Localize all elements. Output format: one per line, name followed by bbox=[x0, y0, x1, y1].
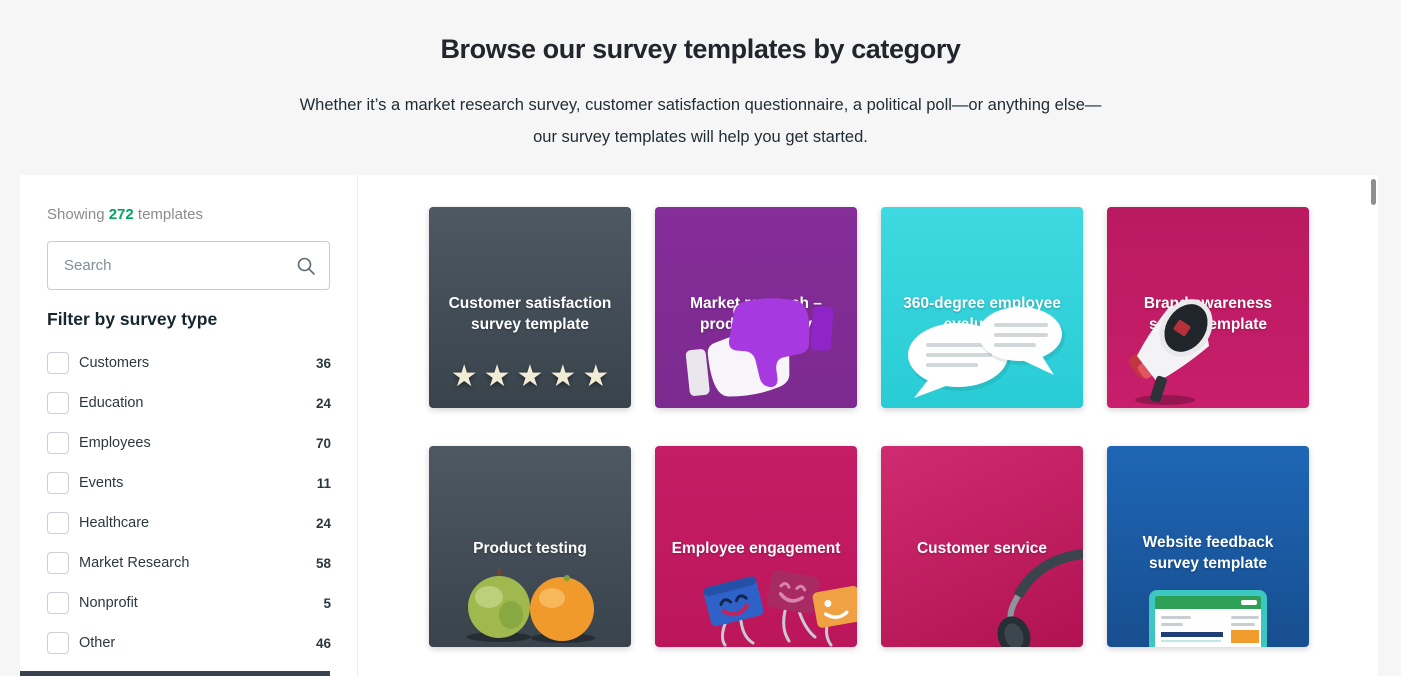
apple-and-orange-icon bbox=[467, 569, 595, 643]
filter-label: Customers bbox=[79, 355, 150, 371]
thumbs-up-down-icon bbox=[685, 298, 834, 397]
checkbox-customers[interactable] bbox=[47, 352, 69, 374]
filter-count: 70 bbox=[315, 435, 331, 451]
binder-clips-icon bbox=[703, 569, 857, 647]
checkbox-market-research[interactable] bbox=[47, 552, 69, 574]
filter-sidebar: Showing 272 templates Filter by survey t… bbox=[20, 175, 358, 676]
card-title: Product testing bbox=[473, 540, 587, 557]
website-mockup-icon bbox=[1149, 590, 1267, 647]
content-panel: Showing 272 templates Filter by survey t… bbox=[20, 175, 1378, 676]
filter-row-healthcare[interactable]: Healthcare 24 bbox=[47, 503, 331, 543]
checkbox-events[interactable] bbox=[47, 472, 69, 494]
card-customer-satisfaction[interactable]: Customer satisfaction survey template ★★… bbox=[429, 207, 631, 408]
search-input[interactable] bbox=[48, 242, 329, 289]
headset-icon bbox=[997, 549, 1083, 647]
page-subtitle-line2: our survey templates will help you get s… bbox=[533, 128, 868, 146]
card-market-research-product[interactable]: Market research – product survey bbox=[655, 207, 857, 408]
filter-label: Education bbox=[79, 395, 144, 411]
card-product-testing[interactable]: Product testing bbox=[429, 446, 631, 647]
sidebar-bottom-bar bbox=[20, 671, 330, 676]
checkbox-education[interactable] bbox=[47, 392, 69, 414]
checkbox-healthcare[interactable] bbox=[47, 512, 69, 534]
showing-prefix: Showing bbox=[47, 206, 105, 223]
page-subtitle-line1: Whether it’s a market research survey, c… bbox=[299, 96, 1102, 114]
filter-count: 24 bbox=[315, 515, 331, 531]
filter-count: 36 bbox=[315, 355, 331, 371]
filter-label: Healthcare bbox=[79, 515, 150, 531]
card-title: Customer service bbox=[916, 540, 1048, 557]
filter-row-nonprofit[interactable]: Nonprofit 5 bbox=[47, 583, 331, 623]
megaphone-icon bbox=[1128, 299, 1213, 405]
filter-label: Market Research bbox=[79, 555, 190, 571]
five-stars-icon: ★★★★★ bbox=[450, 359, 616, 394]
filter-row-employees[interactable]: Employees 70 bbox=[47, 423, 331, 463]
filter-count: 46 bbox=[315, 635, 331, 651]
checkbox-employees[interactable] bbox=[47, 432, 69, 454]
checkbox-other[interactable] bbox=[47, 632, 69, 654]
card-360-degree-evaluation[interactable]: 360-degree employee evaluation bbox=[881, 207, 1083, 408]
filter-count: 58 bbox=[315, 555, 331, 571]
filter-count: 11 bbox=[316, 475, 331, 491]
page-header: Browse our survey templates by category … bbox=[0, 0, 1401, 153]
filter-row-other[interactable]: Other 46 bbox=[47, 623, 331, 663]
card-employee-engagement[interactable]: Employee engagement bbox=[655, 446, 857, 647]
filter-list: Customers 36 Education 24 Employees 70 E… bbox=[47, 343, 331, 663]
filter-row-events[interactable]: Events 11 bbox=[47, 463, 331, 503]
page-title: Browse our survey templates by category bbox=[440, 34, 961, 64]
search-box bbox=[47, 241, 330, 290]
showing-count-text: Showing 272 templates bbox=[47, 206, 203, 223]
filter-label: Events bbox=[79, 475, 124, 491]
filter-heading: Filter by survey type bbox=[47, 309, 218, 329]
card-title: Customer satisfaction survey template bbox=[448, 295, 612, 333]
template-count: 272 bbox=[108, 206, 134, 223]
filter-label: Employees bbox=[79, 435, 151, 451]
filter-row-market-research[interactable]: Market Research 58 bbox=[47, 543, 331, 583]
filter-count: 5 bbox=[323, 595, 331, 611]
filter-label: Nonprofit bbox=[79, 595, 138, 611]
checkbox-nonprofit[interactable] bbox=[47, 592, 69, 614]
showing-suffix: templates bbox=[137, 206, 203, 223]
card-title: Website feedback survey template bbox=[1142, 534, 1274, 572]
card-customer-service[interactable]: Customer service bbox=[881, 446, 1083, 647]
filter-label: Other bbox=[79, 635, 116, 651]
filter-row-customers[interactable]: Customers 36 bbox=[47, 343, 331, 383]
card-brand-awareness[interactable]: Brand awareness survey template bbox=[1107, 207, 1309, 408]
filter-count: 24 bbox=[315, 395, 331, 411]
filter-row-education[interactable]: Education 24 bbox=[47, 383, 331, 423]
card-title: Employee engagement bbox=[671, 540, 841, 557]
search-icon[interactable] bbox=[296, 256, 316, 276]
page-subtitle: Whether it’s a market research survey, c… bbox=[0, 89, 1401, 153]
scrollbar-thumb[interactable] bbox=[1371, 179, 1376, 205]
card-website-feedback[interactable]: Website feedback survey template bbox=[1107, 446, 1309, 647]
speech-bubbles-icon bbox=[908, 307, 1065, 398]
